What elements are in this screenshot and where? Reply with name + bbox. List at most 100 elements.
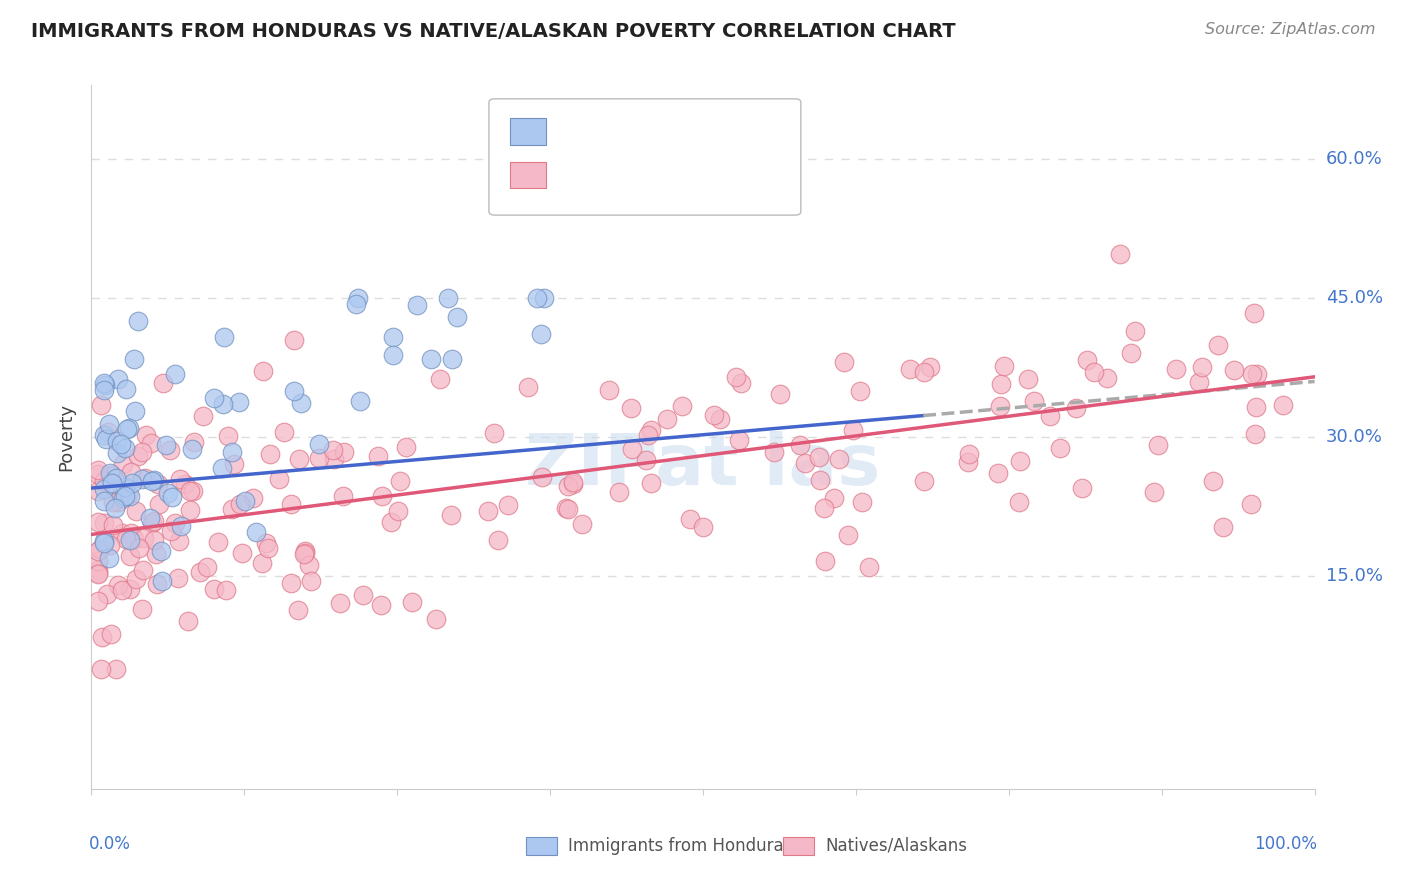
- Point: [352, 588, 374, 602]
- Point: [150, 544, 173, 558]
- Point: [851, 495, 873, 509]
- Point: [101, 495, 124, 509]
- Point: [122, 532, 145, 546]
- Point: [323, 451, 346, 466]
- Point: [111, 525, 134, 540]
- Text: 200: 200: [707, 165, 745, 185]
- Point: [191, 409, 214, 423]
- Point: [482, 426, 505, 441]
- Point: [813, 501, 835, 516]
- Point: [120, 465, 142, 479]
- Point: [496, 499, 519, 513]
- Text: Source: ZipAtlas.com: Source: ZipAtlas.com: [1205, 22, 1375, 37]
- Point: [1049, 441, 1071, 455]
- Point: [117, 421, 139, 435]
- Point: [332, 445, 354, 459]
- Point: [96, 587, 118, 601]
- Point: [1007, 495, 1029, 509]
- Point: [167, 571, 190, 585]
- Point: [370, 490, 392, 504]
- Point: [1244, 427, 1267, 442]
- Point: [146, 477, 169, 491]
- Point: [299, 574, 322, 588]
- Point: [100, 468, 122, 483]
- Point: [212, 330, 235, 344]
- Point: [143, 473, 166, 487]
- Point: [89, 541, 111, 556]
- Point: [486, 533, 509, 547]
- Point: [1246, 367, 1268, 381]
- Point: [93, 516, 115, 531]
- Point: [163, 368, 186, 382]
- Point: [111, 583, 134, 598]
- Point: [105, 434, 128, 449]
- Point: [347, 291, 370, 305]
- Point: [97, 551, 120, 566]
- Text: R =: R =: [558, 121, 598, 139]
- Point: [382, 348, 405, 362]
- Point: [101, 518, 124, 533]
- Text: 0.653: 0.653: [605, 165, 664, 185]
- Point: [533, 291, 555, 305]
- Point: [837, 528, 859, 542]
- Text: 100.0%: 100.0%: [1254, 835, 1317, 854]
- Point: [571, 516, 593, 531]
- Point: [273, 425, 295, 439]
- Point: [212, 396, 235, 410]
- Point: [221, 501, 243, 516]
- Point: [86, 463, 108, 477]
- Point: [159, 443, 181, 458]
- FancyBboxPatch shape: [526, 837, 557, 855]
- Text: 45.0%: 45.0%: [1326, 289, 1384, 307]
- Point: [562, 477, 585, 491]
- Point: [420, 351, 443, 366]
- Point: [107, 494, 129, 508]
- Point: [794, 456, 817, 470]
- Point: [110, 436, 132, 450]
- Point: [124, 572, 146, 586]
- Point: [562, 475, 585, 489]
- Text: ZIPat las: ZIPat las: [526, 431, 880, 500]
- Text: 0.0%: 0.0%: [89, 835, 131, 854]
- Point: [530, 327, 553, 342]
- Point: [1206, 338, 1229, 352]
- Point: [370, 598, 392, 612]
- Point: [127, 314, 149, 328]
- Point: [179, 484, 201, 499]
- Point: [112, 491, 135, 505]
- Point: [332, 489, 354, 503]
- Point: [1164, 362, 1187, 376]
- Point: [554, 500, 576, 515]
- Point: [679, 511, 702, 525]
- Point: [283, 333, 305, 347]
- Point: [620, 401, 643, 415]
- Point: [176, 614, 198, 628]
- Point: [93, 494, 115, 508]
- Point: [730, 376, 752, 390]
- Point: [118, 582, 141, 596]
- Point: [1095, 371, 1118, 385]
- Point: [114, 441, 136, 455]
- Point: [121, 476, 143, 491]
- Point: [163, 516, 186, 531]
- Point: [152, 376, 174, 391]
- Point: [1188, 375, 1211, 389]
- FancyBboxPatch shape: [783, 837, 814, 855]
- Text: 68: 68: [707, 121, 745, 140]
- Point: [990, 377, 1012, 392]
- Text: 30.0%: 30.0%: [1326, 428, 1382, 446]
- Point: [202, 391, 225, 405]
- Point: [224, 457, 246, 471]
- Point: [344, 297, 367, 311]
- Point: [90, 630, 112, 644]
- Point: [114, 532, 136, 546]
- Text: N =: N =: [661, 166, 700, 184]
- Point: [93, 533, 115, 548]
- Point: [183, 435, 205, 450]
- Point: [1223, 363, 1246, 377]
- Point: [141, 474, 163, 488]
- Point: [120, 525, 142, 540]
- Point: [769, 386, 792, 401]
- Point: [98, 417, 121, 431]
- Point: [115, 421, 138, 435]
